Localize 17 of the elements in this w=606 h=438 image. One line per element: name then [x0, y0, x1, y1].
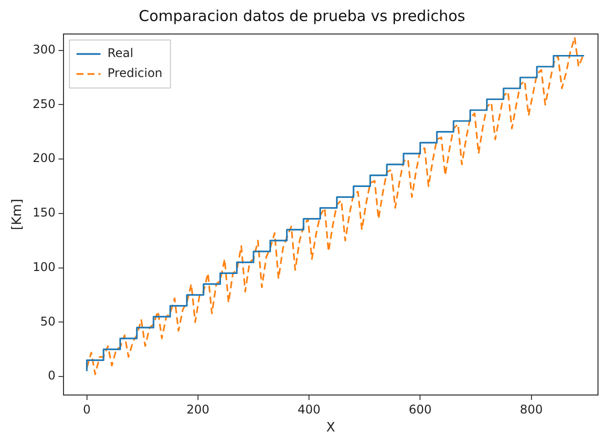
y-tick-label: 100 [32, 260, 56, 274]
y-tick-label: 50 [40, 314, 56, 328]
y-tick-label: 150 [32, 206, 56, 220]
chart-title: Comparacion datos de prueba vs predichos [138, 6, 466, 25]
x-tick-label: 200 [186, 402, 210, 416]
x-tick-label: 600 [408, 402, 432, 416]
y-axis-title: [Km] [10, 198, 26, 230]
x-tick-label: 400 [298, 402, 321, 416]
y-tick-label: 200 [32, 151, 56, 166]
y-tick-label: 250 [32, 96, 56, 111]
x-tick-label: 800 [520, 402, 543, 416]
x-axis-title: X [326, 420, 336, 436]
y-tick-label: 0 [48, 368, 56, 383]
y-tick-label: 300 [32, 42, 56, 56]
legend-label: Predicion [108, 66, 162, 80]
x-tick-label: 0 [83, 402, 91, 416]
legend-label: Real [108, 46, 134, 60]
